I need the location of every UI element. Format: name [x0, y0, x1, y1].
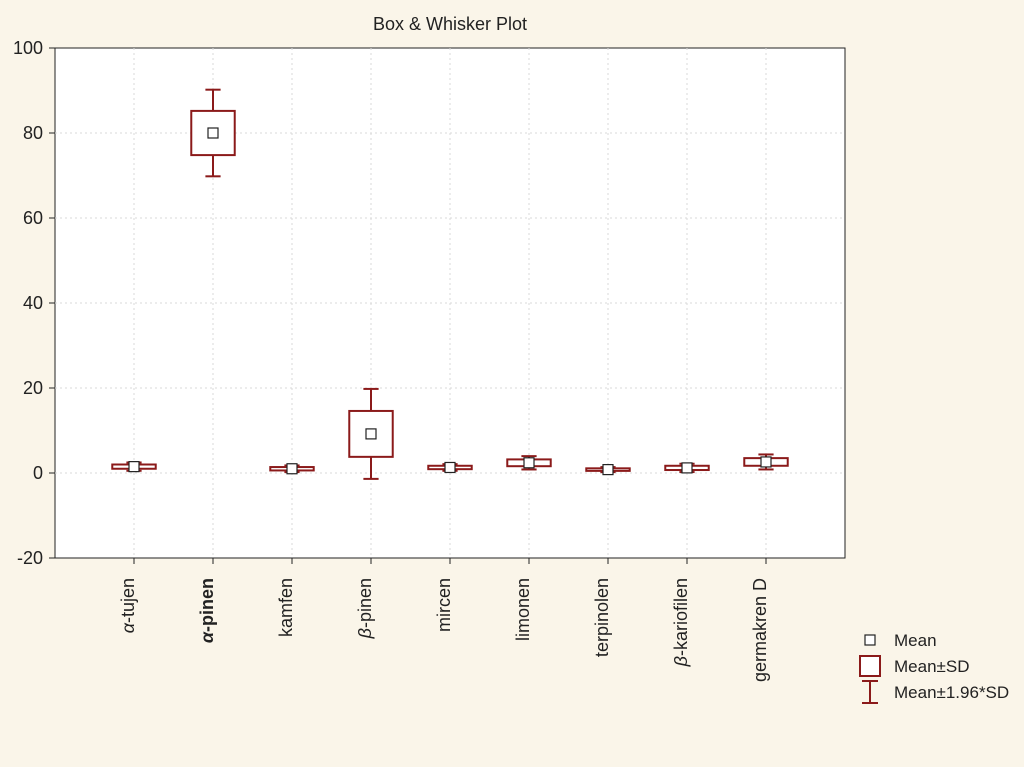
x-category-label: α-pinen: [197, 578, 217, 643]
chart-title: Box & Whisker Plot: [373, 14, 527, 34]
legend-label: Mean: [894, 631, 937, 650]
y-tick-label: 20: [23, 378, 43, 398]
x-category-label: mircen: [434, 578, 454, 632]
legend-label: Mean±SD: [894, 657, 969, 676]
y-tick-label: 60: [23, 208, 43, 228]
x-category-label: α-tujen: [118, 578, 138, 633]
x-category-label: limonen: [513, 578, 533, 641]
x-category-label: germakren D: [750, 578, 770, 682]
x-category-label: kamfen: [276, 578, 296, 637]
y-tick-label: 80: [23, 123, 43, 143]
boxplot-chart: Box & Whisker Plot -20 0 20 40 60 80 100 α-tujen…: [0, 0, 1024, 767]
x-category-label: terpinolen: [592, 578, 612, 657]
y-tick-label: 40: [23, 293, 43, 313]
y-tick-label: 100: [13, 38, 43, 58]
x-category-label: β-pinen: [355, 578, 375, 639]
x-category-label: β-kariofilen: [671, 578, 691, 667]
y-tick-label: 0: [33, 463, 43, 483]
y-tick-label: -20: [17, 548, 43, 568]
legend-label: Mean±1.96*SD: [894, 683, 1009, 702]
